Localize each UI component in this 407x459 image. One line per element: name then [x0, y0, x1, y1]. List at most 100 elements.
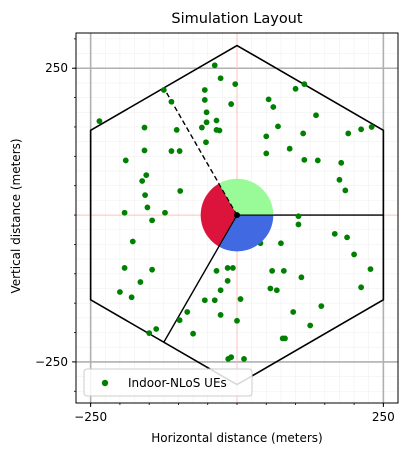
ue-point — [282, 335, 288, 342]
ue-point — [162, 209, 168, 216]
ue-point — [307, 322, 314, 329]
ue-point — [234, 317, 240, 324]
legend-box — [83, 368, 253, 397]
base-station-sector — [218, 178, 274, 216]
ue-point — [237, 296, 244, 302]
ue-point — [168, 98, 175, 105]
base-station-sector — [218, 215, 274, 252]
ue-point — [318, 303, 325, 309]
ue-point — [216, 127, 223, 134]
legend-label: Indoor-NLoS UEs — [128, 376, 227, 390]
ue-point — [301, 156, 308, 163]
ue-point — [117, 289, 123, 295]
y-tick-label: −250 — [35, 355, 68, 369]
ue-point — [292, 85, 299, 92]
ue-point — [358, 126, 365, 133]
ue-point — [121, 209, 128, 216]
ue-point — [301, 81, 308, 87]
ue-point — [217, 312, 224, 318]
ue-point — [232, 81, 239, 87]
ue-point — [314, 157, 321, 164]
ue-point — [290, 309, 297, 315]
ue-point — [121, 265, 128, 271]
ue-point — [345, 130, 352, 137]
sector-line-inner — [218, 214, 238, 247]
ue-point — [300, 130, 307, 137]
ue-point — [177, 188, 184, 194]
legend: Indoor-NLoS UEs — [83, 368, 253, 397]
ue-point — [286, 145, 293, 152]
ue-point — [217, 75, 224, 82]
ue-point — [224, 277, 231, 284]
ue-point — [368, 124, 375, 130]
ue-point — [176, 317, 183, 324]
ue-point — [153, 326, 160, 332]
ue-point — [342, 187, 349, 194]
base-station-marker — [234, 212, 240, 219]
ue-point — [184, 309, 191, 315]
ue-point — [280, 267, 287, 274]
ue-point — [211, 297, 218, 304]
ue-point — [273, 287, 280, 294]
ue-point — [198, 124, 205, 131]
ue-point — [149, 266, 156, 273]
ue-point — [336, 176, 343, 183]
x-tick-label: 250 — [372, 410, 395, 424]
ue-point — [331, 230, 338, 237]
ue-point — [275, 123, 281, 130]
ue-point — [217, 287, 224, 294]
ue-point — [263, 150, 270, 157]
ue-point — [201, 297, 208, 304]
ue-point — [139, 178, 146, 184]
ue-point — [344, 234, 350, 241]
ue-point — [176, 148, 183, 154]
ue-point — [201, 97, 208, 103]
ue-point — [137, 279, 144, 285]
ue-point — [96, 118, 103, 124]
ue-point — [203, 119, 210, 126]
ue-point — [203, 109, 210, 116]
y-tick-label: 250 — [45, 61, 68, 75]
ue-point — [213, 117, 220, 124]
ue-point — [190, 330, 196, 337]
ue-point — [278, 240, 284, 247]
legend-marker — [101, 379, 109, 387]
ue-point — [122, 157, 129, 164]
ue-point — [203, 139, 209, 146]
ue-point — [213, 267, 220, 274]
ue-point — [146, 330, 153, 337]
ue-point — [313, 112, 319, 119]
ue-point — [295, 221, 302, 228]
sector-line-inner — [218, 183, 238, 216]
ue-point — [168, 148, 175, 154]
plot-area — [75, 32, 399, 404]
ue-point — [228, 101, 235, 107]
ue-point — [269, 267, 276, 274]
ue-point — [351, 251, 357, 258]
ue-point — [225, 356, 232, 362]
ue-point — [201, 87, 208, 93]
ue-point — [128, 294, 135, 301]
ue-point — [173, 127, 180, 133]
chart-title: Simulation Layout — [171, 11, 302, 27]
axis-ticks: −250 250 250 −250 — [35, 38, 395, 424]
ue-point — [142, 192, 148, 198]
ue-point — [267, 285, 274, 292]
ue-point — [141, 124, 148, 131]
ue-point — [129, 238, 136, 245]
ue-point — [230, 265, 236, 271]
ue-point — [241, 356, 247, 362]
ue-point — [263, 133, 270, 140]
ue-point — [270, 104, 277, 110]
ue-point — [211, 62, 218, 69]
ue-point — [141, 147, 148, 154]
ue-point — [367, 266, 374, 272]
ue-point — [144, 204, 151, 211]
x-axis-label: Horizontal distance (meters) — [151, 431, 322, 445]
y-axis-label: Vertical distance (meters) — [9, 138, 23, 293]
ue-point — [160, 87, 167, 93]
ue-point — [265, 96, 272, 103]
ue-point — [149, 217, 156, 224]
